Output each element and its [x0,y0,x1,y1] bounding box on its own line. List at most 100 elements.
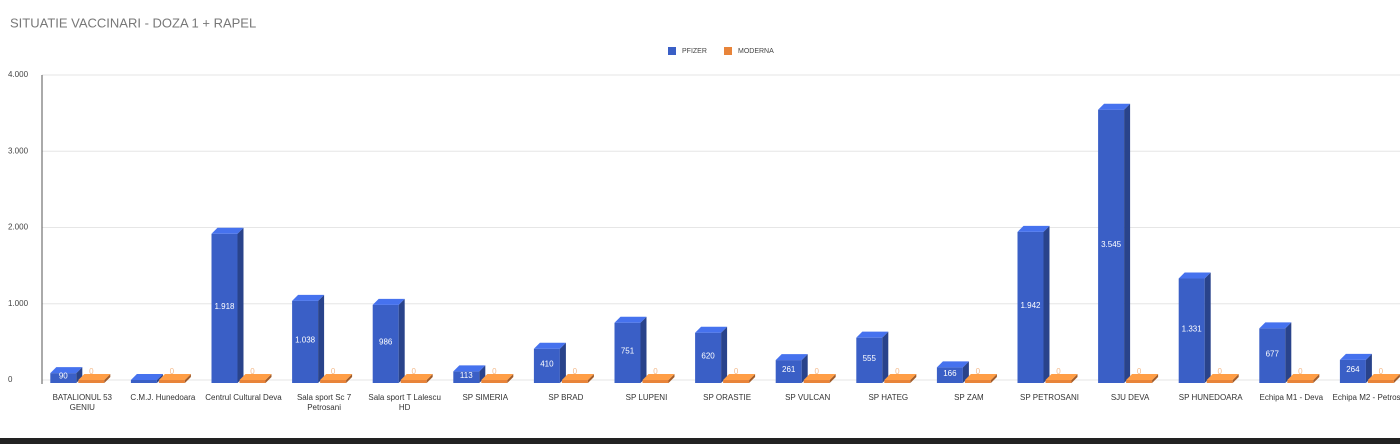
value-label: 166 [943,369,957,378]
value-label: 0 [814,367,819,376]
bar-top [1367,374,1400,380]
bar-side [749,374,756,383]
x-tick-label-box: SJU DEVA [1111,393,1150,402]
bar-side [1365,353,1372,383]
value-label: 0 [653,367,658,376]
x-tick-label: SP HUNEDOARA [1178,393,1243,402]
value-label: 0 [1217,367,1222,376]
y-tick-label: 1.000 [8,299,29,308]
bar-front [1098,109,1125,383]
bar-top [78,374,111,380]
value-label: 1.942 [1020,301,1041,310]
x-tick-label-box: SP LUPENI [625,393,668,402]
bar-top [239,374,272,380]
bar-side [559,342,566,383]
x-tick-label-box: BATALIONUL 53 GENIU [53,393,112,412]
value-label: 0 [1137,367,1142,376]
bar-side [398,298,405,383]
bar-top [1259,322,1292,329]
value-label: 0 [976,367,981,376]
value-label: 1.331 [1182,324,1203,333]
bar-top [320,374,353,380]
value-label: 113 [460,371,473,380]
legend-label: MODERNA [738,48,774,55]
value-label: 1.038 [295,336,316,345]
value-label: 0 [250,367,255,376]
x-tick-label: Echipa M2 - Petrosani [1332,393,1400,402]
bar-side [318,294,325,383]
value-label: 0 [89,367,94,376]
bar [239,374,272,383]
x-tick-label: SP SIMERIA [462,393,509,402]
value-label: 0 [411,367,416,376]
bar-side [1204,272,1211,383]
value-label: 264 [1346,365,1360,374]
value-label: 0 [142,367,147,376]
bar [723,374,756,383]
bar-top [372,298,405,305]
x-tick-label: Sala sport Sc 7 Petrosani [296,393,352,412]
bar-top [453,365,486,372]
bar [320,374,353,383]
bar-top [130,374,163,380]
x-tick-label-box: Echipa M1 - Deva [1260,393,1324,402]
x-tick-label-box: SP HUNEDOARA [1178,393,1243,402]
bar-front [856,337,883,383]
bar-front [1206,380,1233,383]
bar-side [1152,374,1159,383]
x-tick-label: SP VULCAN [785,393,831,402]
bar-side [507,374,514,383]
bar-top [1178,272,1211,279]
bar-front [614,322,641,383]
y-tick-label: 0 [8,375,13,384]
bar-top [1206,374,1239,380]
x-tick-label-box: C.M.J. Hunedoara [130,393,195,402]
bar-top [1126,374,1159,380]
bar-side [990,374,997,383]
bar-top [1017,225,1050,232]
bar-top [1098,103,1131,110]
bar-top [803,374,836,380]
bar-front [803,380,830,383]
bar-top [481,374,514,380]
bar [614,316,647,383]
bar-front [239,380,266,383]
bar-top [1339,353,1372,360]
value-label: 410 [540,359,554,368]
bar-side [1285,322,1292,383]
bar [936,361,969,383]
x-tick-label-box: SP ZAM [954,393,984,402]
bar [803,374,836,383]
bar-top [723,374,756,380]
bar-side [479,365,486,383]
bar [1126,374,1159,383]
bar-side [1043,225,1050,383]
x-tick-label: SP LUPENI [625,393,668,402]
bar-front [1259,328,1286,383]
bar-side [156,374,163,383]
bar [1367,374,1400,383]
bar [50,367,83,383]
value-label: 0 [895,367,900,376]
bar-side [426,374,433,383]
bar [453,365,486,383]
bar-side [801,354,808,383]
bar [856,331,889,383]
bar [964,374,997,383]
bar [642,374,675,383]
bar-side [668,374,675,383]
bar [884,374,917,383]
bar-top [400,374,433,380]
bar-front [50,373,77,383]
value-label: 0 [734,367,739,376]
bar-front [723,380,750,383]
x-tick-label: SP ZAM [954,393,984,402]
x-tick-label: SP BRAD [548,393,584,402]
bar-front [453,371,480,383]
bar-front [1287,380,1314,383]
bar-top [642,374,675,380]
bar-front [1045,380,1072,383]
x-tick-label-box: SP ORASTIE [703,393,751,402]
bottom-bar [0,438,1400,444]
